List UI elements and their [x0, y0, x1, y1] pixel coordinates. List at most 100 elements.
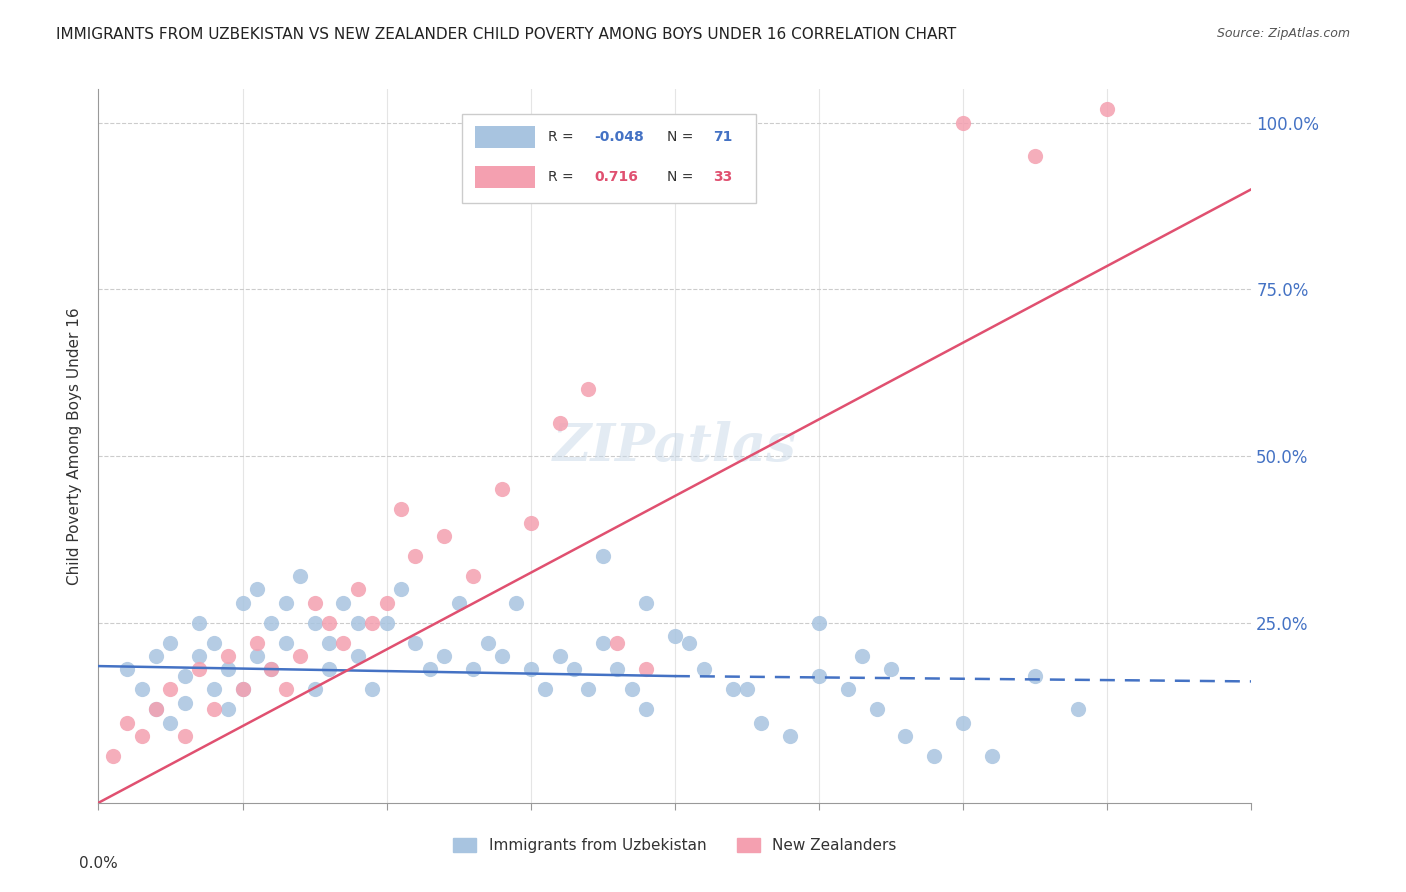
Point — [375, 596, 398, 610]
Point — [217, 702, 239, 716]
Point — [246, 582, 269, 597]
Point — [405, 636, 427, 650]
Point — [188, 662, 211, 676]
Point — [751, 715, 773, 730]
Text: N =: N = — [666, 130, 697, 144]
Point — [548, 416, 571, 430]
Point — [188, 649, 211, 664]
Text: 71: 71 — [713, 130, 733, 144]
Bar — [475, 166, 536, 188]
Point — [101, 749, 124, 764]
Point — [721, 682, 744, 697]
Point — [807, 615, 830, 630]
Point — [202, 636, 225, 650]
Point — [952, 715, 974, 730]
Point — [491, 483, 513, 497]
Point — [131, 729, 153, 743]
Text: IMMIGRANTS FROM UZBEKISTAN VS NEW ZEALANDER CHILD POVERTY AMONG BOYS UNDER 16 CO: IMMIGRANTS FROM UZBEKISTAN VS NEW ZEALAN… — [56, 27, 956, 42]
Point — [735, 682, 758, 697]
Point — [636, 596, 658, 610]
Point — [274, 636, 297, 650]
Point — [145, 702, 167, 716]
Point — [231, 682, 254, 697]
Text: N =: N = — [666, 170, 697, 184]
Point — [1024, 669, 1046, 683]
Point — [174, 669, 197, 683]
Point — [217, 662, 239, 676]
Point — [405, 549, 427, 563]
Point — [346, 615, 368, 630]
Point — [246, 649, 269, 664]
Text: Source: ZipAtlas.com: Source: ZipAtlas.com — [1216, 27, 1350, 40]
Point — [304, 596, 326, 610]
Point — [389, 582, 412, 597]
Point — [851, 649, 873, 664]
Point — [419, 662, 441, 676]
Point — [924, 749, 946, 764]
Point — [260, 615, 283, 630]
Point — [592, 636, 614, 650]
Text: 0.716: 0.716 — [595, 170, 638, 184]
Point — [318, 636, 340, 650]
Point — [117, 662, 139, 676]
Point — [260, 662, 283, 676]
Bar — [475, 126, 536, 148]
Point — [548, 649, 571, 664]
Point — [304, 615, 326, 630]
Point — [145, 649, 167, 664]
Point — [174, 729, 197, 743]
Point — [1067, 702, 1090, 716]
Point — [375, 615, 398, 630]
Point — [131, 682, 153, 697]
Point — [1024, 149, 1046, 163]
Text: 0.0%: 0.0% — [79, 856, 118, 871]
Point — [592, 549, 614, 563]
Point — [505, 596, 527, 610]
Point — [578, 382, 600, 396]
Legend: Immigrants from Uzbekistan, New Zealanders: Immigrants from Uzbekistan, New Zealande… — [447, 832, 903, 859]
Point — [159, 715, 181, 730]
Point — [231, 596, 254, 610]
Point — [188, 615, 211, 630]
Point — [290, 569, 312, 583]
Text: ZIPatlas: ZIPatlas — [553, 420, 797, 472]
Point — [837, 682, 859, 697]
Point — [361, 615, 384, 630]
Point — [274, 596, 297, 610]
Point — [433, 649, 456, 664]
Point — [174, 696, 197, 710]
Point — [606, 636, 628, 650]
Point — [952, 115, 974, 129]
Point — [606, 662, 628, 676]
Point — [290, 649, 312, 664]
Text: 33: 33 — [713, 170, 733, 184]
Point — [520, 662, 543, 676]
Point — [361, 682, 384, 697]
Point — [534, 682, 557, 697]
Point — [332, 636, 354, 650]
Point — [318, 662, 340, 676]
Point — [678, 636, 700, 650]
Point — [159, 636, 181, 650]
Point — [562, 662, 585, 676]
Point — [433, 529, 456, 543]
Point — [346, 649, 368, 664]
Point — [202, 682, 225, 697]
Point — [779, 729, 801, 743]
Point — [664, 629, 686, 643]
Point — [491, 649, 513, 664]
Point — [578, 682, 600, 697]
Point — [894, 729, 917, 743]
Point — [1097, 102, 1119, 116]
Point — [231, 682, 254, 697]
Point — [318, 615, 340, 630]
Point — [520, 516, 543, 530]
Y-axis label: Child Poverty Among Boys Under 16: Child Poverty Among Boys Under 16 — [67, 307, 83, 585]
Point — [346, 582, 368, 597]
Point — [636, 662, 658, 676]
Point — [159, 682, 181, 697]
Point — [304, 682, 326, 697]
Point — [217, 649, 239, 664]
Point — [332, 596, 354, 610]
Point — [145, 702, 167, 716]
